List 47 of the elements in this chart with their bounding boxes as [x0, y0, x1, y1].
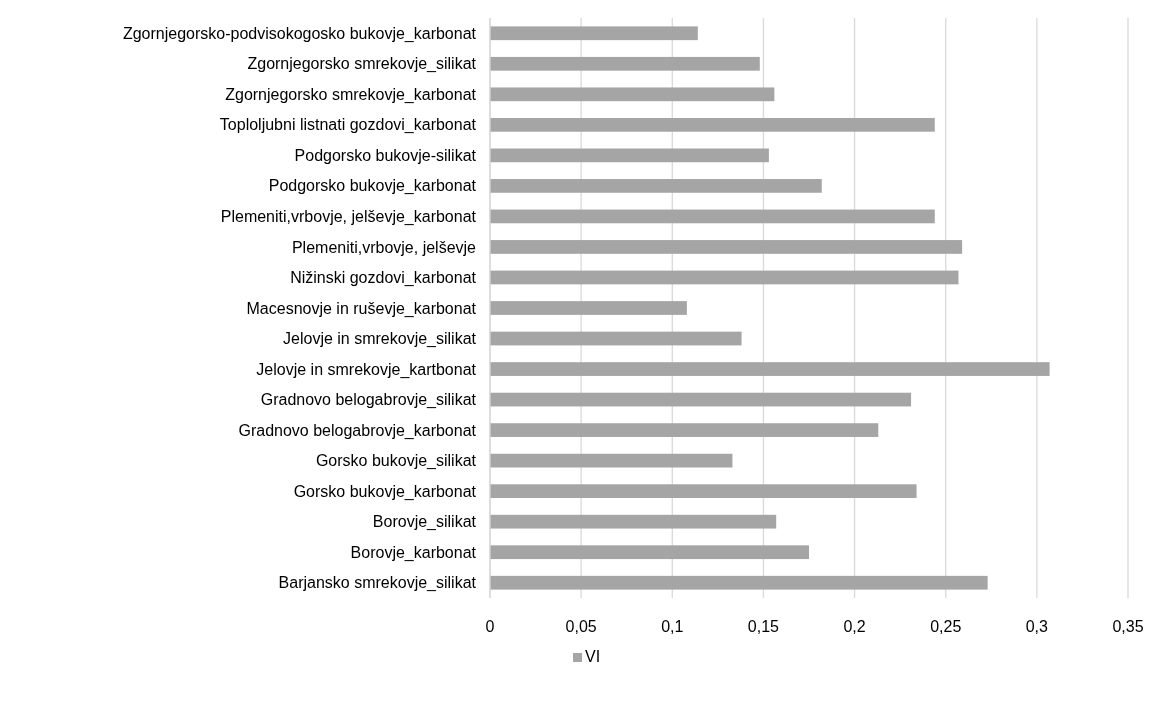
- bar: [490, 148, 769, 163]
- y-tick-label: Gorsko bukovje_karbonat: [293, 482, 477, 501]
- y-tick-label: Zgornjegorsko-podvisokogosko bukovje_karbonat: [122, 24, 477, 43]
- bar: [490, 575, 988, 590]
- y-tick-label: Borovje_silikat: [372, 513, 477, 532]
- y-tick-label: Macesnovje in ruševje_karbonat: [246, 299, 477, 318]
- bar: [490, 87, 775, 102]
- bar: [490, 209, 935, 224]
- legend-label: VI: [585, 648, 601, 665]
- y-tick-label: Podgorsko bukovje-silikat: [294, 146, 477, 164]
- y-tick-label: Gradnovo belogabrovje_karbonat: [238, 421, 477, 440]
- y-tick-label: Jelovje in smrekovje_kartbonat: [256, 360, 477, 379]
- x-tick-label: 0,3: [1025, 618, 1049, 635]
- bar: [490, 56, 760, 71]
- bar: [490, 179, 822, 193]
- bar: [490, 362, 1050, 376]
- bar: [490, 392, 912, 407]
- y-tick-label: Nižinski gozdovi_karbonat: [290, 269, 477, 288]
- y-tick-label: Toploljubni listnati gozdovi_karbonat: [219, 116, 477, 135]
- y-tick-label: Zgornjegorsko smrekovje_silikat: [247, 55, 477, 74]
- x-tick-label: 0,2: [843, 618, 866, 635]
- y-tick-label: Gradnovo belogabrovje_silikat: [260, 391, 477, 410]
- bar: [490, 301, 687, 315]
- bar: [490, 270, 959, 285]
- y-tick-label: Barjansko smrekovje_silikat: [278, 574, 477, 593]
- bar: [490, 484, 917, 499]
- bar: [490, 26, 698, 41]
- y-tick-label: Plemeniti,vrbovje, jelševje: [291, 238, 477, 256]
- y-tick-label: Jelovje in smrekovje_silikat: [283, 330, 477, 349]
- bar: [490, 545, 809, 560]
- y-tick-label: Podgorsko bukovje_karbonat: [268, 177, 477, 196]
- x-tick-label: 0,05: [565, 618, 597, 635]
- bar: [490, 423, 879, 437]
- x-tick-label: 0,1: [661, 618, 684, 635]
- bar: [490, 331, 742, 346]
- y-tick-label: Zgornjegorsko smrekovje_karbonat: [225, 85, 477, 104]
- x-tick-label: 0,15: [747, 618, 780, 635]
- bar: [490, 240, 963, 254]
- bar: [490, 514, 777, 529]
- bar: [490, 453, 733, 468]
- x-tick-label: 0: [485, 618, 495, 635]
- bar: [490, 117, 935, 132]
- y-tick-label: Borovje_karbonat: [350, 543, 477, 562]
- y-tick-label: Plemeniti,vrbovje, jelševje_karbonat: [220, 208, 477, 227]
- y-tick-label: Gorsko bukovje_silikat: [315, 452, 477, 471]
- x-tick-label: 0,35: [1112, 618, 1144, 635]
- x-tick-label: 0,25: [930, 618, 962, 635]
